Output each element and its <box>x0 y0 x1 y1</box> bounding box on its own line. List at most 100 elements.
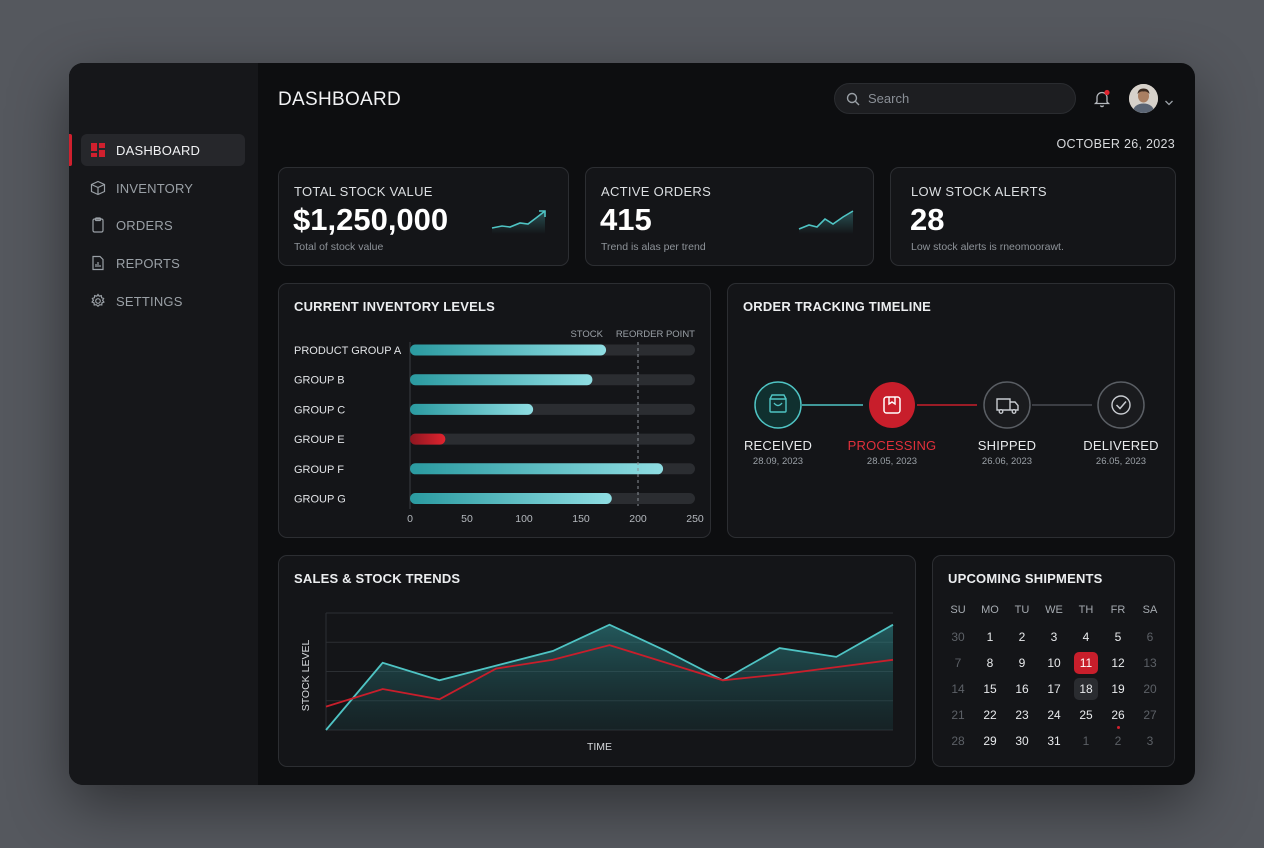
calendar-day[interactable]: 30 <box>951 630 965 644</box>
calendar-day[interactable]: 22 <box>983 708 997 722</box>
weekday-label: TU <box>1014 604 1030 616</box>
gear-icon <box>90 293 106 309</box>
stat-subtitle: Total of stock value <box>294 241 384 253</box>
x-tick-label: 250 <box>686 513 704 525</box>
search-bar[interactable] <box>834 83 1076 114</box>
stat-value: $1,250,000 <box>293 202 449 237</box>
calendar-day[interactable]: 4 <box>1082 630 1090 644</box>
calendar-day[interactable]: 19 <box>1111 682 1125 696</box>
x-tick-label: 100 <box>515 513 533 525</box>
category-label: PRODUCT GROUP A <box>294 345 402 357</box>
timeline-step-label: DELIVERED <box>1083 438 1159 453</box>
sales-trends-card: SALES & STOCK TRENDS TIME STOCK LEVEL <box>278 555 916 767</box>
inventory-bar-chart: STOCK REORDER POINT PRODUCT GROUP A GROUP… <box>294 329 704 525</box>
card-title: ORDER TRACKING TIMELINE <box>743 299 932 314</box>
inventory-levels-card: CURRENT INVENTORY LEVELS STOCK REORDER P… <box>278 283 711 538</box>
timeline-step-label: RECEIVED <box>743 438 813 453</box>
x-axis-label: TIME <box>587 741 612 753</box>
shipment-event-dot <box>1116 726 1120 729</box>
category-label: GROUP C <box>294 404 345 416</box>
sidebar-item-label: REPORTS <box>116 255 181 271</box>
calendar-day[interactable]: 17 <box>1047 682 1061 696</box>
sparkline-trend-icon <box>798 210 854 234</box>
x-tick-label: 150 <box>572 513 590 525</box>
calendar-day[interactable]: 3 <box>1146 734 1154 748</box>
chevron-down-icon[interactable] <box>1164 94 1174 112</box>
clipboard-icon <box>90 217 106 233</box>
weekday-label: SU <box>950 604 966 616</box>
stock-bar <box>410 344 607 356</box>
weekday-label: MO <box>981 604 999 616</box>
calendar-day[interactable]: 21 <box>951 708 965 722</box>
calendar-day[interactable]: 2 <box>1114 734 1122 748</box>
calendar-day[interactable]: 8 <box>986 656 994 670</box>
calendar-day[interactable]: 15 <box>983 682 997 696</box>
calendar-day[interactable]: 27 <box>1143 708 1157 722</box>
app-window: DASHBOARD INVENTORY ORDERS REPORTS SETTI <box>69 63 1195 785</box>
legend-reorder-label: REORDER POINT <box>616 329 695 340</box>
stat-value: 28 <box>910 202 945 237</box>
calendar-day[interactable]: 31 <box>1047 734 1061 748</box>
current-date: OCTOBER 26, 2023 <box>1056 137 1175 151</box>
sidebar-item-inventory[interactable]: INVENTORY <box>81 172 245 204</box>
calendar-day[interactable]: 18 <box>1074 678 1098 700</box>
x-tick-label: 200 <box>629 513 647 525</box>
search-icon <box>846 92 860 106</box>
stock-bar <box>410 403 534 415</box>
weekday-label: WE <box>1045 604 1063 616</box>
calendar-day[interactable]: 23 <box>1015 708 1029 722</box>
stat-value: 415 <box>600 202 652 237</box>
calendar-day[interactable]: 7 <box>954 656 962 670</box>
timeline-step-date: 28.09, 2023 <box>752 456 804 467</box>
timeline-step-date: 28.05, 2023 <box>866 456 918 467</box>
category-label: GROUP E <box>294 434 345 446</box>
calendar-day[interactable]: 25 <box>1079 708 1093 722</box>
calendar-day[interactable]: 11 <box>1074 652 1098 674</box>
sales-stock-area-chart: TIME STOCK LEVEL <box>300 612 894 753</box>
page-title: DASHBOARD <box>278 89 402 110</box>
stock-bar <box>410 433 446 445</box>
calendar-day[interactable]: 12 <box>1111 656 1125 670</box>
calendar-day[interactable]: 1 <box>1082 734 1090 748</box>
search-input[interactable] <box>868 91 1048 106</box>
calendar-day[interactable]: 5 <box>1114 630 1122 644</box>
sidebar-item-dashboard[interactable]: DASHBOARD <box>81 134 245 166</box>
sidebar-item-label: SETTINGS <box>116 293 183 309</box>
bar-track <box>410 433 695 445</box>
calendar-day[interactable]: 13 <box>1143 656 1157 670</box>
calendar-day[interactable]: 29 <box>983 734 997 748</box>
stock-bar <box>410 463 664 475</box>
calendar-day[interactable]: 10 <box>1047 656 1061 670</box>
notification-bell-icon[interactable] <box>1093 89 1111 109</box>
processing-step-icon <box>869 382 915 428</box>
shipped-step-icon <box>983 381 1031 429</box>
calendar-day[interactable]: 9 <box>1018 656 1026 670</box>
sidebar-item-label: DASHBOARD <box>116 142 201 158</box>
calendar-day[interactable]: 3 <box>1050 630 1058 644</box>
calendar-day[interactable]: 28 <box>951 734 965 748</box>
category-label: GROUP F <box>294 464 344 476</box>
stock-series-line <box>325 623 894 731</box>
calendar-day[interactable]: 16 <box>1015 682 1029 696</box>
calendar-day[interactable]: 24 <box>1047 708 1061 722</box>
sparkline-up-icon <box>491 210 546 234</box>
stat-label: TOTAL STOCK VALUE <box>294 184 433 199</box>
calendar-day[interactable]: 6 <box>1146 630 1154 644</box>
sidebar-item-orders[interactable]: ORDERS <box>81 209 245 241</box>
dashboard-icon <box>90 142 106 158</box>
sidebar-item-label: INVENTORY <box>116 180 194 196</box>
stat-card-total-stock: TOTAL STOCK VALUE $1,250,000 Total of st… <box>278 167 569 266</box>
calendar-day[interactable]: 2 <box>1018 630 1026 644</box>
order-timeline-card: ORDER TRACKING TIMELINE <box>727 283 1175 538</box>
calendar-day[interactable]: 1 <box>986 630 994 644</box>
sidebar-item-settings[interactable]: SETTINGS <box>81 285 245 317</box>
user-avatar[interactable] <box>1129 84 1158 113</box>
calendar-day[interactable]: 30 <box>1015 734 1029 748</box>
calendar-day[interactable]: 14 <box>951 682 965 696</box>
sidebar-item-reports[interactable]: REPORTS <box>81 247 245 279</box>
calendar-day[interactable]: 26 <box>1111 708 1125 722</box>
timeline-step-date: 26.06, 2023 <box>981 456 1033 467</box>
calendar-day[interactable]: 20 <box>1143 682 1157 696</box>
delivered-step-icon <box>1097 381 1145 429</box>
category-label: GROUP B <box>294 375 345 387</box>
